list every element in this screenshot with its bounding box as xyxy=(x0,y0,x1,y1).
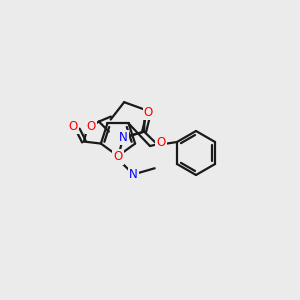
Text: O: O xyxy=(113,151,123,164)
Text: O: O xyxy=(86,120,95,133)
Text: N: N xyxy=(129,168,138,181)
Text: O: O xyxy=(68,120,77,133)
Text: O: O xyxy=(156,136,166,149)
Text: N: N xyxy=(118,131,127,144)
Text: O: O xyxy=(144,106,153,118)
